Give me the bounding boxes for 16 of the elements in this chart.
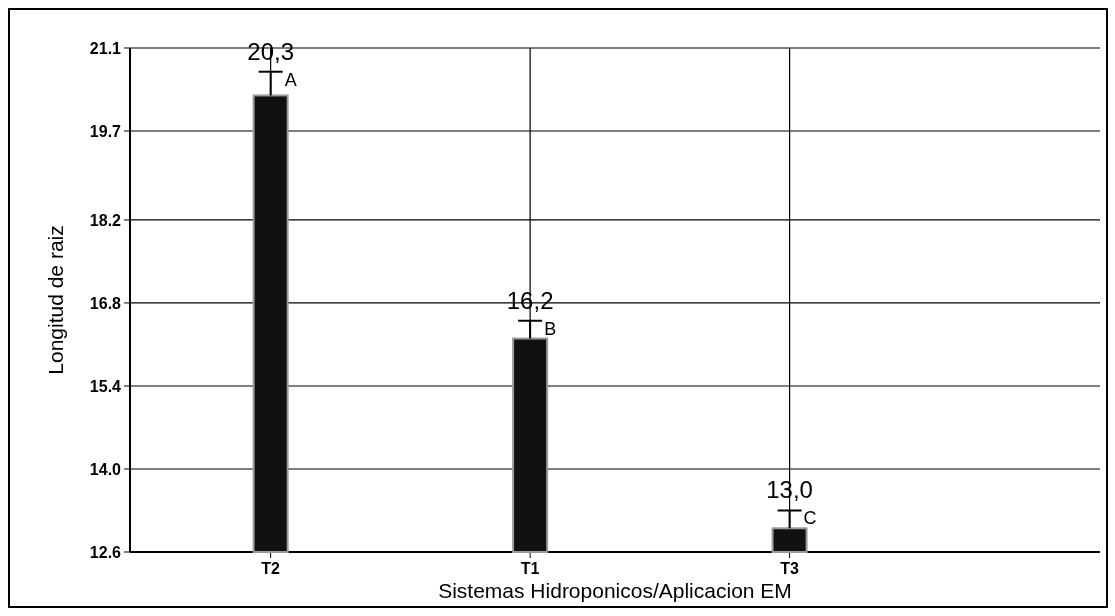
annotation: C <box>803 508 817 529</box>
x-tick-label: T3 <box>780 560 800 577</box>
y-tick-label: 21.1 <box>89 39 122 57</box>
y-tick-label: 12.6 <box>89 543 122 561</box>
y-tick-label: 14.0 <box>89 460 122 478</box>
y-tick-label: 18.2 <box>89 211 122 229</box>
y-tick-label: 19.7 <box>89 122 122 140</box>
annotation: B <box>544 318 557 339</box>
y-tick-label: 16.8 <box>89 294 122 312</box>
y-axis-title: Longitud de raiz <box>44 225 67 375</box>
data-label: 20,3 <box>247 37 295 65</box>
x-axis-title: Sistemas Hidroponicos/Aplicacion EM <box>438 579 792 602</box>
x-tick-label: T1 <box>520 560 540 577</box>
x-tick-label: T2 <box>261 560 281 577</box>
annotation: A <box>284 69 297 90</box>
y-tick-label: 15.4 <box>89 377 122 395</box>
